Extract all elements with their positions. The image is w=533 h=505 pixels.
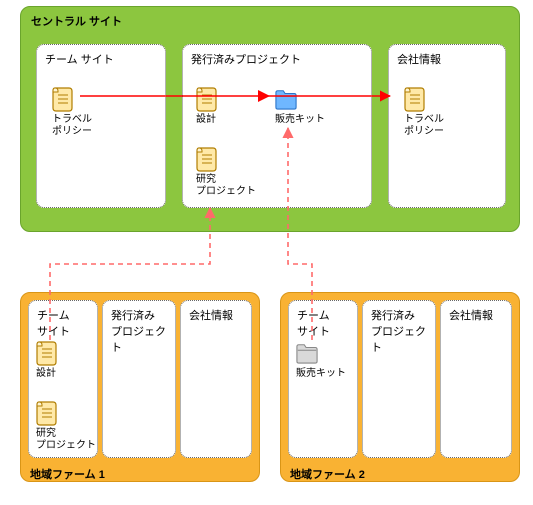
item-farm2-sales-kit: 販売キット bbox=[296, 340, 356, 380]
folder-icon bbox=[275, 86, 297, 112]
item-research: 研究 プロジェクト bbox=[196, 146, 256, 197]
scroll-icon bbox=[196, 146, 218, 172]
region-central-label: セントラル サイト bbox=[31, 13, 122, 29]
panel-title: 会社情報 bbox=[449, 307, 493, 323]
item-label: トラベル ポリシー bbox=[404, 114, 464, 137]
scroll-icon bbox=[404, 86, 426, 112]
scroll-icon bbox=[196, 86, 218, 112]
item-farm1-research: 研究 プロジェクト bbox=[36, 400, 96, 451]
item-sales-kit: 販売キット bbox=[275, 86, 335, 126]
panel-farm1-corp: 会社情報 bbox=[180, 300, 252, 458]
item-label: トラベル ポリシー bbox=[52, 114, 112, 137]
item-label: 設計 bbox=[36, 368, 96, 380]
panel-farm1-pub: 発行済み プロジェクト bbox=[102, 300, 176, 458]
item-label: 設計 bbox=[196, 114, 256, 126]
region-farm1-label: 地域ファーム 1 bbox=[30, 466, 105, 482]
item-design: 設計 bbox=[196, 86, 256, 126]
diagram-stage: セントラル サイト チーム サイト 発行済みプロジェクト 会社情報 トラベル ポ… bbox=[0, 0, 533, 505]
item-travel-left: トラベル ポリシー bbox=[52, 86, 112, 137]
panel-title: 発行済みプロジェクト bbox=[191, 51, 301, 67]
item-farm1-design: 設計 bbox=[36, 340, 96, 380]
item-label: 販売キット bbox=[296, 368, 356, 380]
item-label: 研究 プロジェクト bbox=[36, 428, 96, 451]
scroll-icon bbox=[36, 400, 58, 426]
panel-title: チーム サイト bbox=[37, 307, 70, 339]
panel-title: チーム サイト bbox=[297, 307, 330, 339]
panel-title: 発行済み プロジェクト bbox=[371, 307, 435, 355]
panel-title: 会社情報 bbox=[397, 51, 441, 67]
item-label: 販売キット bbox=[275, 114, 335, 126]
item-label: 研究 プロジェクト bbox=[196, 174, 256, 197]
panel-farm2-pub: 発行済み プロジェクト bbox=[362, 300, 436, 458]
scroll-icon bbox=[52, 86, 74, 112]
panel-farm2-corp: 会社情報 bbox=[440, 300, 512, 458]
panel-title: 発行済み プロジェクト bbox=[111, 307, 175, 355]
scroll-icon bbox=[36, 340, 58, 366]
region-farm2-label: 地域ファーム 2 bbox=[290, 466, 365, 482]
panel-title: チーム サイト bbox=[45, 51, 114, 67]
panel-title: 会社情報 bbox=[189, 307, 233, 323]
folder-icon bbox=[296, 340, 318, 366]
item-travel-right: トラベル ポリシー bbox=[404, 86, 464, 137]
